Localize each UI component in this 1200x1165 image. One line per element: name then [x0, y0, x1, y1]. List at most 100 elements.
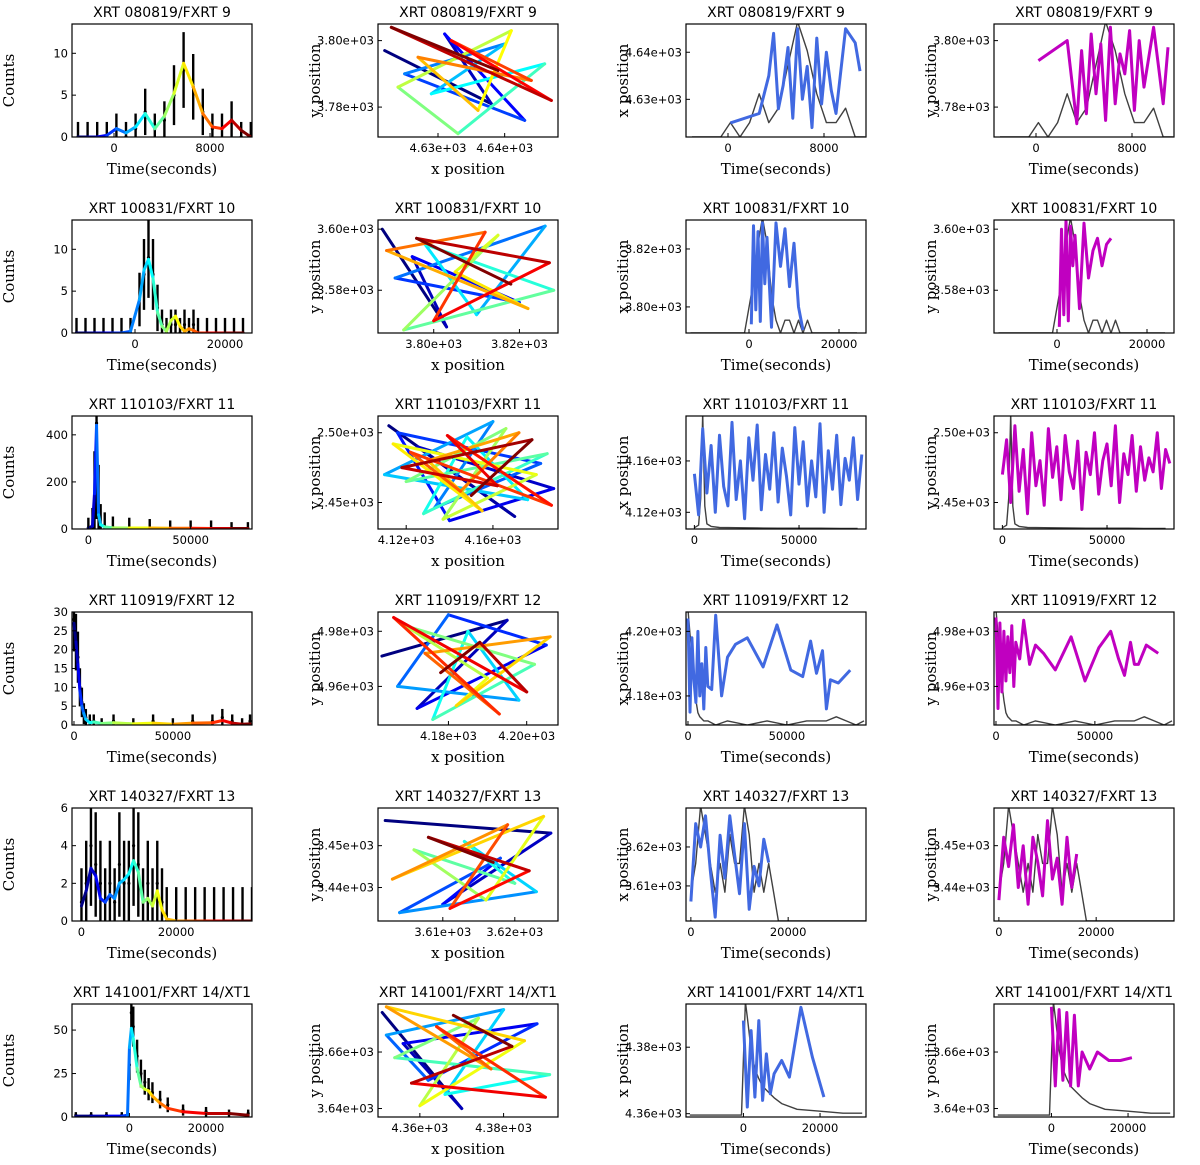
fxrt14-xpos-time-ytick-label: 4.38e+03: [625, 1040, 682, 1054]
fxrt13-ypos-time: 0 20000 3.44e+03 3.45e+03 XRT 140327/FXRT 13…: [922, 789, 1175, 962]
fxrt14-trajectory-xtick-label: 4.38e+03: [475, 1121, 532, 1135]
fxrt14-xpos-time-xlabel: Time(seconds): [721, 1140, 832, 1158]
fxrt12-lightcurve-frame: [71, 611, 253, 726]
fxrt9-xpos-time-xtick-label: 0: [724, 141, 731, 155]
fxrt12-lc-smooth: [220, 718, 234, 725]
fxrt13-lc-point: [131, 844, 136, 848]
fxrt13-lightcurve-xlabel: Time(seconds): [107, 944, 218, 962]
fxrt12-lightcurve: 0 50000 0 5 10 15 20 25 30 XRT 110919/FXRT 12 Time…: [0, 593, 253, 766]
fxrt10-traj-segment: [393, 224, 547, 280]
fxrt10-trajectory-ytick-label: 3.60e+03: [317, 222, 374, 236]
fxrt14-traj-segment: [451, 1013, 514, 1048]
fxrt11-ypos-time-plot: [1000, 416, 1172, 529]
fxrt12-traj-segment: [396, 613, 450, 688]
fxrt9-xpos-time-title: XRT 080819/FXRT 9: [707, 5, 845, 21]
fxrt12-ypos-time-ytick-label: 4.96e+03: [933, 679, 990, 693]
fxrt13-trajectory-ytick-label: 3.45e+03: [317, 839, 374, 853]
fxrt10-lightcurve-title: XRT 100831/FXRT 10: [89, 201, 236, 217]
fxrt11-xpos-time: 0 50000 4.12e+03 4.16e+03 XRT 110103/FXRT 11…: [614, 397, 867, 570]
fxrt14-lc-smooth: [150, 1094, 162, 1105]
fxrt14-lightcurve-frame: [71, 1003, 253, 1118]
fxrt12-ypos-series: [994, 617, 1160, 710]
fxrt13-ypos-time-ytick-label: 3.45e+03: [933, 839, 990, 853]
fxrt12-traj-segment: [454, 635, 552, 708]
fxrt12-trajectory-frame: [377, 611, 559, 726]
fxrt9-ypos-time-xtick-label: 0: [1032, 141, 1039, 155]
fxrt9-overlay-lightcurve: [1000, 24, 1173, 137]
fxrt9-lc-smooth: [201, 112, 214, 129]
fxrt10-lc-smooth: [147, 257, 155, 281]
fxrt11-lc-smooth: [97, 513, 103, 527]
fxrt10-xpos-time-title: XRT 100831/FXRT 10: [703, 201, 850, 217]
fxrt13-xpos-time-xlabel: Time(seconds): [721, 944, 832, 962]
fxrt14-trajectory-ytick-label: 3.66e+03: [317, 1045, 374, 1059]
fxrt13-lc-point: [108, 881, 112, 885]
fxrt13-ypos-time-xtick-label: 20000: [1078, 925, 1115, 939]
fxrt14-lc-smooth: [129, 1026, 135, 1041]
fxrt12-lightcurve-ytick-label: 30: [53, 605, 68, 619]
fxrt14-lightcurve-ylabel: Counts: [0, 1034, 18, 1088]
fxrt11-trajectory-ytick-label: 2.50e+03: [317, 426, 374, 440]
fxrt12-ypos-time: 0 50000 4.96e+03 4.98e+03 XRT 110919/FXRT 12…: [922, 593, 1175, 766]
fxrt12-ypos-time-xlabel: Time(seconds): [1029, 748, 1140, 766]
fxrt9-ypos-time-ylabel: y position: [922, 43, 940, 118]
fxrt10-ypos-time-xtick-label: 20000: [1129, 337, 1166, 351]
fxrt11-ypos-time-xtick-label: 0: [999, 533, 1006, 547]
fxrt9-lc-smooth: [239, 128, 252, 137]
fxrt12-xpos-time-title: XRT 110919/FXRT 12: [703, 593, 850, 609]
fxrt11-traj-segment: [469, 438, 534, 498]
fxrt10-trajectory-frame: [377, 219, 559, 334]
fxrt12-trajectory-xtick-label: 4.18e+03: [420, 729, 477, 743]
fxrt10-ypos-time-ytick-label: 3.60e+03: [933, 222, 990, 236]
fxrt14-lightcurve-ytick-label: 0: [61, 1110, 68, 1124]
fxrt11-lightcurve-ytick-label: 200: [46, 475, 68, 489]
fxrt12-traj-segment: [466, 629, 521, 702]
fxrt10-lightcurve-ytick-label: 10: [53, 242, 68, 256]
fxrt13-traj-segment: [426, 835, 495, 864]
fxrt9-lc-smooth: [220, 118, 234, 131]
fxrt11-xpos-time-title: XRT 110103/FXRT 11: [703, 397, 850, 413]
fxrt10-traj-segment: [475, 224, 547, 317]
fxrt13-lc-point: [94, 862, 98, 867]
fxrt13-xpos-time-xtick-label: 0: [687, 925, 694, 939]
fxrt11-ypos-time-ytick-label: 2.50e+03: [933, 426, 990, 440]
fxrt14-lc-point: [166, 1103, 170, 1107]
fxrt11-trajectory: 4.12e+03 4.16e+03 2.45e+03 2.50e+03 XRT 1101…: [306, 397, 559, 570]
fxrt11-xpos-time-xtick-label: 0: [691, 533, 698, 547]
fxrt12-lightcurve-plot: [72, 612, 252, 725]
fxrt10-xpos-series: [749, 221, 805, 331]
fxrt14-xpos-time-ytick-label: 4.36e+03: [625, 1107, 682, 1121]
fxrt13-trajectory-xtick-label: 3.61e+03: [414, 925, 471, 939]
fxrt14-lightcurve-ytick-label: 50: [53, 1023, 68, 1037]
fxrt13-trajectory-xtick-label: 3.62e+03: [486, 925, 543, 939]
fxrt9-trajectory-title: XRT 080819/FXRT 9: [399, 5, 537, 21]
fxrt13-ypos-time-ytick-label: 3.44e+03: [933, 881, 990, 895]
fxrt10-trajectory-ytick-label: 3.58e+03: [317, 283, 374, 297]
fxrt9-lightcurve-ylabel: Counts: [0, 54, 18, 108]
fxrt13-lightcurve-ytick-label: 2: [61, 876, 68, 890]
fxrt14-xpos-time-title: XRT 141001/FXRT 14/XT1: [687, 985, 865, 1001]
fxrt10-ypos-time-title: XRT 100831/FXRT 10: [1011, 201, 1158, 217]
fxrt9-lc-smooth: [162, 91, 176, 118]
fxrt14-ypos-time-xtick-label: 0: [1048, 1121, 1055, 1135]
fxrt9-trajectory-ytick-label: 3.78e+03: [317, 100, 374, 114]
fxrt10-trajectory-title: XRT 100831/FXRT 10: [395, 201, 542, 217]
fxrt9-ypos-series: [1037, 25, 1170, 126]
fxrt14-lc-point: [143, 1080, 147, 1084]
fxrt11-trajectory-title: XRT 110103/FXRT 11: [395, 397, 542, 413]
fxrt9-traj-segment: [396, 85, 460, 136]
fxrt9-lc-smooth: [172, 61, 186, 95]
fxrt10-lc-point: [173, 323, 178, 327]
fxrt11-xpos-time-xtick-label: 50000: [781, 533, 818, 547]
fxrt11-trajectory-xlabel: x position: [431, 552, 505, 570]
fxrt11-xpos-time-ytick-label: 4.16e+03: [625, 454, 682, 468]
fxrt11-lightcurve-ytick-label: 400: [46, 428, 68, 442]
fxrt11-ypos-time: 0 50000 2.45e+03 2.50e+03 XRT 110103/FXRT 11…: [922, 397, 1175, 570]
fxrt10-ypos-time-ytick-label: 3.58e+03: [933, 283, 990, 297]
fxrt10-lightcurve-ylabel: Counts: [0, 250, 18, 304]
fxrt10-lc-smooth: [151, 277, 159, 314]
fxrt11-ypos-time-ylabel: y position: [922, 435, 940, 510]
fxrt11-lc-smooth: [90, 492, 96, 528]
fxrt12-xpos-time-plot: [686, 612, 865, 725]
